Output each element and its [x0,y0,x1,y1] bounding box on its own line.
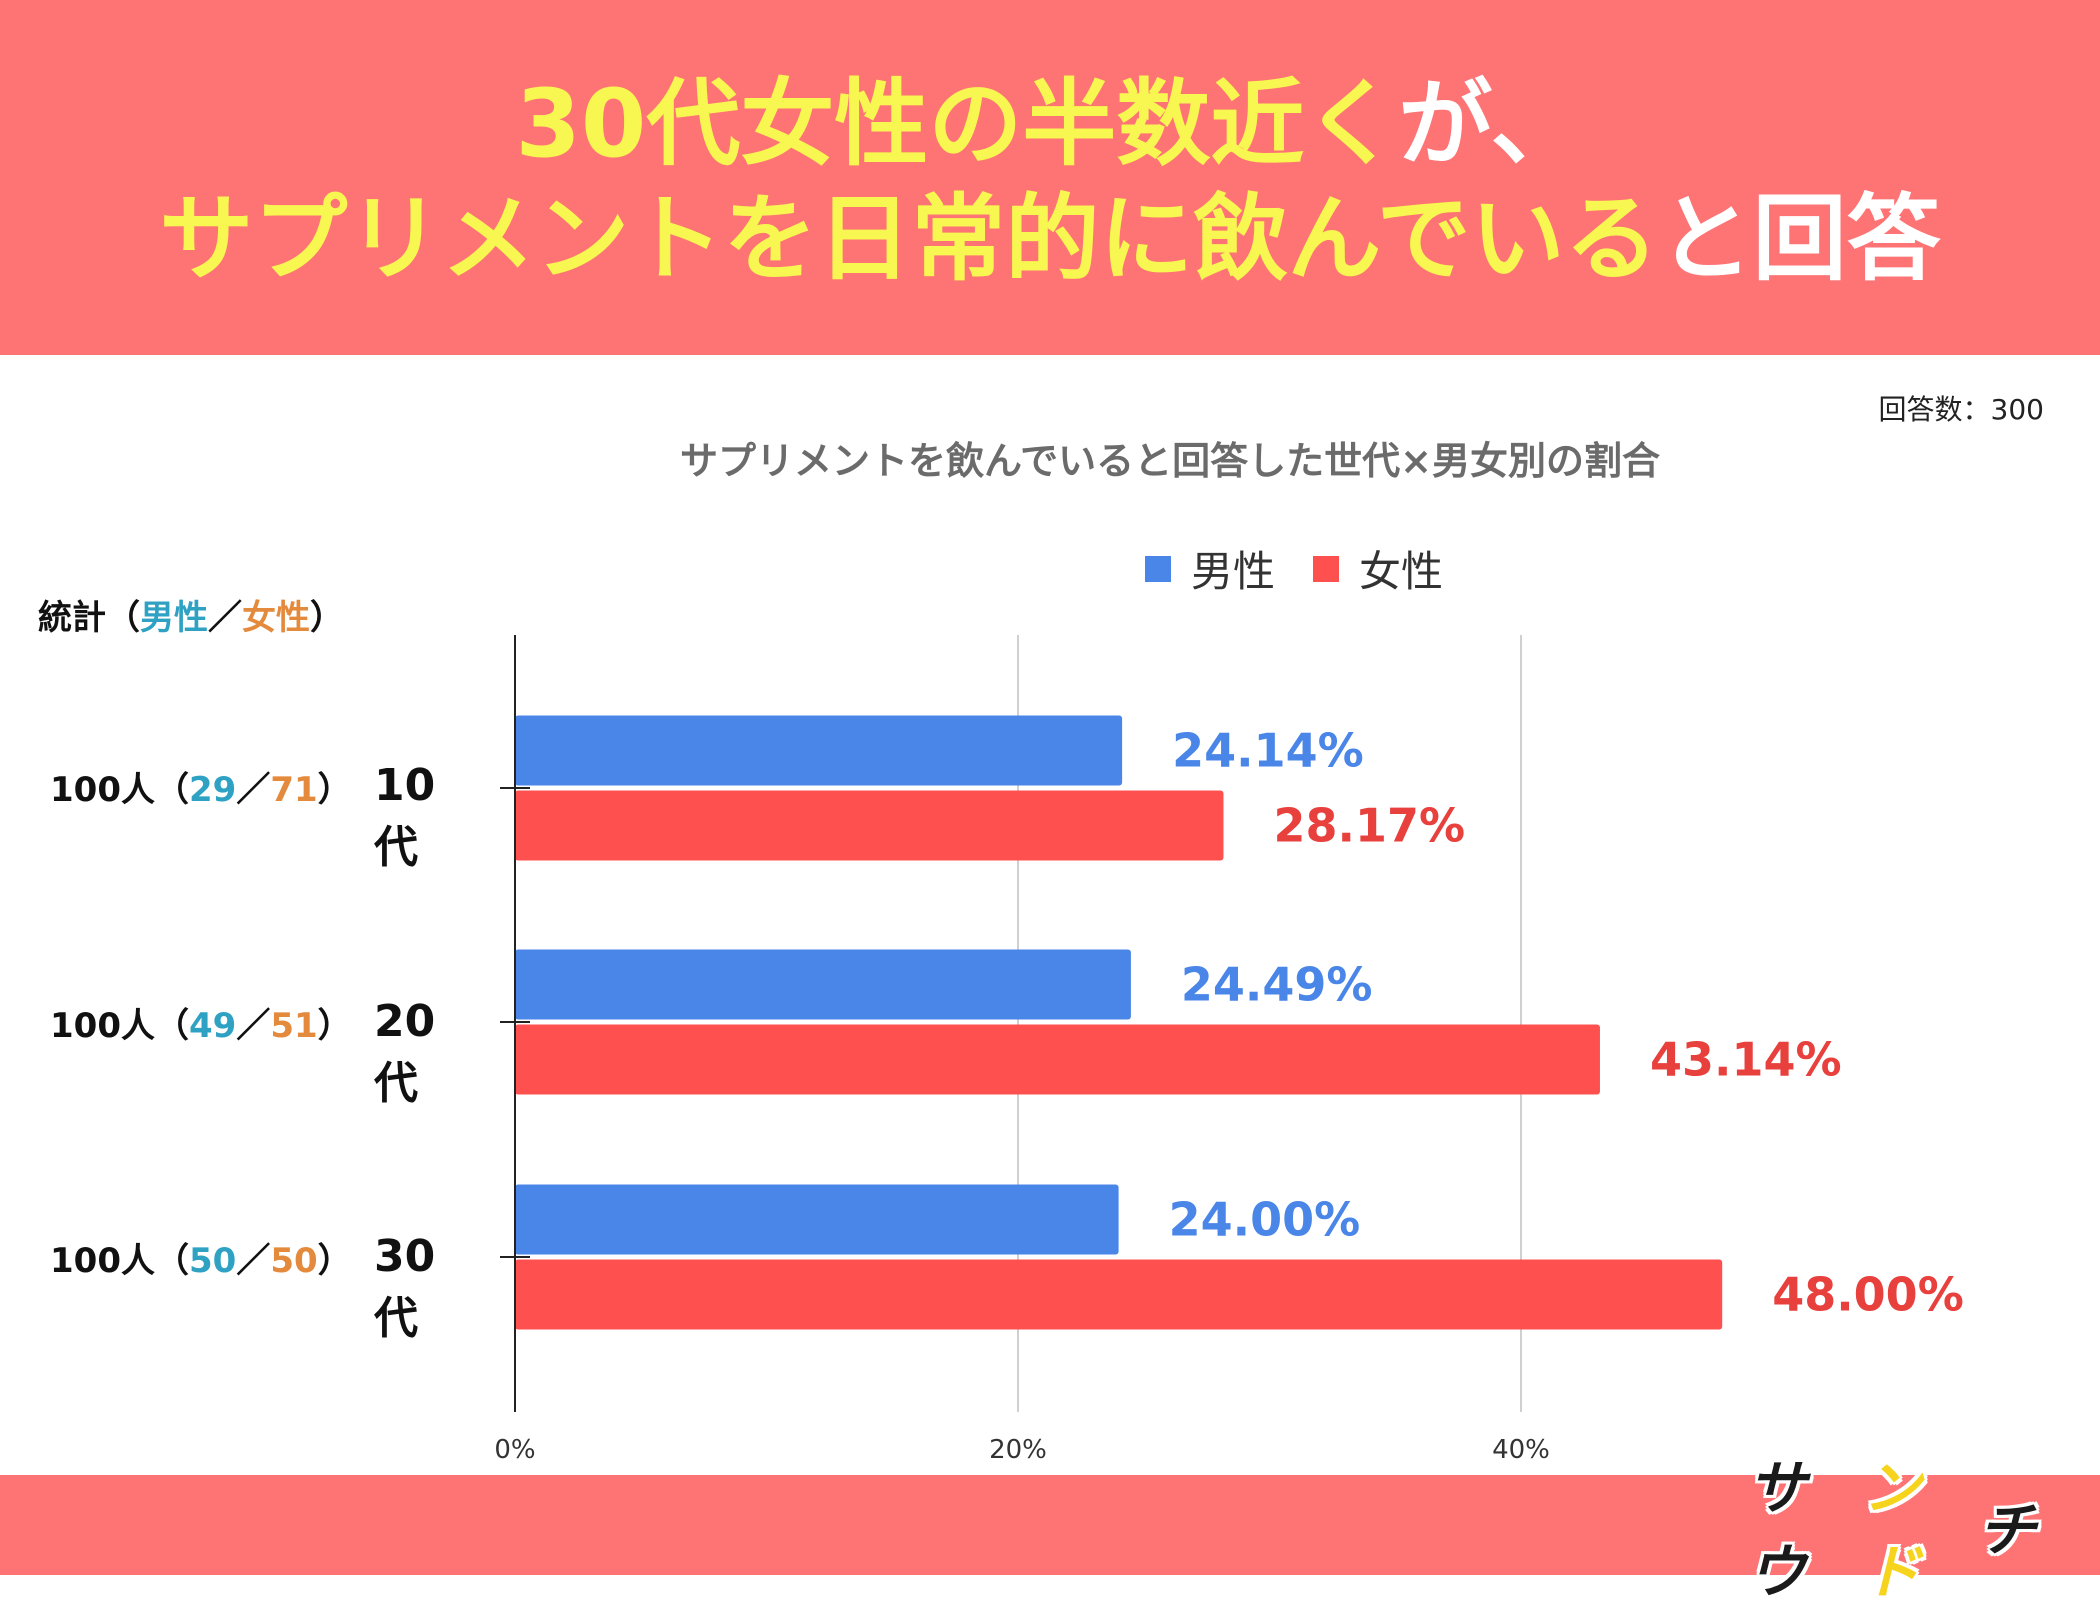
stats-header-female: 女性 [242,598,310,638]
x-tick-label-20: 20% [989,1435,1047,1465]
logo-text-end: チ [1977,1496,2038,1564]
bar-female-2 [515,1259,1723,1330]
x-tick-label-0: 0% [494,1435,535,1465]
stat-row-30s: 100人（50／50） [50,1233,352,1282]
stat-sep: ／ [236,770,271,810]
stat-sep: ／ [236,1006,271,1046]
headline-line-2-rest: と回答 [1658,185,1941,294]
footer-banner: サウ ンドチ [0,1454,2100,1606]
stats-header-prefix: 統計（ [38,598,140,638]
headline-line-1: 30代女性の半数近くが、 [0,70,2100,180]
stat-close: ） [317,770,352,810]
data-label-male-0: 24.14% [1172,724,1364,778]
bar-chart: 0% 20% 40% 24.14% 28.17% 24.49% 43.14% 24.00% 48… [494,635,1964,1465]
data-label-male-1: 24.49% [1181,958,1373,1012]
legend-label-male: 男性 [1191,547,1276,596]
data-label-female-1: 43.14% [1650,1033,1842,1087]
stat-row-10s: 100人（29／71） [50,762,352,811]
legend-swatch-male [1145,555,1171,582]
category-label-10s: 10代 [374,760,436,873]
data-label-female-2: 48.00% [1772,1268,1964,1322]
stat-close: ） [317,1006,352,1046]
chart-title: サプリメントを飲んでいると回答した世代×男女別の割合 [680,439,1660,483]
bar-male-0 [515,715,1123,786]
stat-row-20s: 100人（49／51） [50,998,352,1047]
chart-legend: 男性 女性 [1145,538,1481,599]
stat-female-count: 51 [270,1006,318,1046]
category-label-30s: 30代 [374,1231,436,1344]
stat-female-count: 71 [270,770,318,810]
stat-sep: ／ [236,1241,271,1281]
stats-header-male: 男性 [140,598,208,638]
headline-line-2-highlight: サプリメントを日常的に飲んでいる [159,185,1659,294]
x-tick-label-40: 40% [1492,1435,1550,1465]
stat-total: 100人（ [50,1006,189,1046]
legend-swatch-female [1313,555,1340,582]
headline-line-2: サプリメントを日常的に飲んでいると回答 [0,185,2100,295]
stat-close: ） [317,1241,352,1281]
stat-male-count: 29 [188,770,237,810]
stat-total: 100人（ [50,1241,189,1281]
legend-item-male: 男性 [1145,538,1275,599]
data-label-male-2: 24.00% [1169,1193,1361,1247]
bar-male-1 [515,949,1131,1020]
stats-header: 統計（男性／女性） [38,590,344,639]
headline-line-1-rest: が、 [1398,70,1585,179]
stats-header-sep: ／ [208,598,242,638]
legend-label-female: 女性 [1359,547,1444,596]
data-label-female-0: 28.17% [1273,799,1465,853]
bar-female-1 [515,1024,1600,1095]
bar-male-2 [515,1184,1119,1255]
legend-item-female: 女性 [1313,538,1443,599]
bar-female-0 [515,790,1224,861]
response-count: 回答数：300 [1878,393,2044,426]
stats-header-suffix: ） [310,598,344,638]
stat-total: 100人（ [50,770,189,810]
stat-male-count: 50 [188,1241,237,1281]
logo-text-accent: ンド [1862,1454,1923,1606]
stat-male-count: 49 [188,1006,237,1046]
logo-text-main: サウ [1748,1454,1809,1606]
header-banner: 30代女性の半数近くが、 サプリメントを日常的に飲んでいると回答 [0,0,2100,355]
stat-female-count: 50 [270,1241,318,1281]
category-label-20s: 20代 [374,996,436,1109]
brand-logo: サウ ンドチ [1748,1454,2038,1606]
headline-line-1-highlight: 30代女性の半数近く [515,70,1399,179]
